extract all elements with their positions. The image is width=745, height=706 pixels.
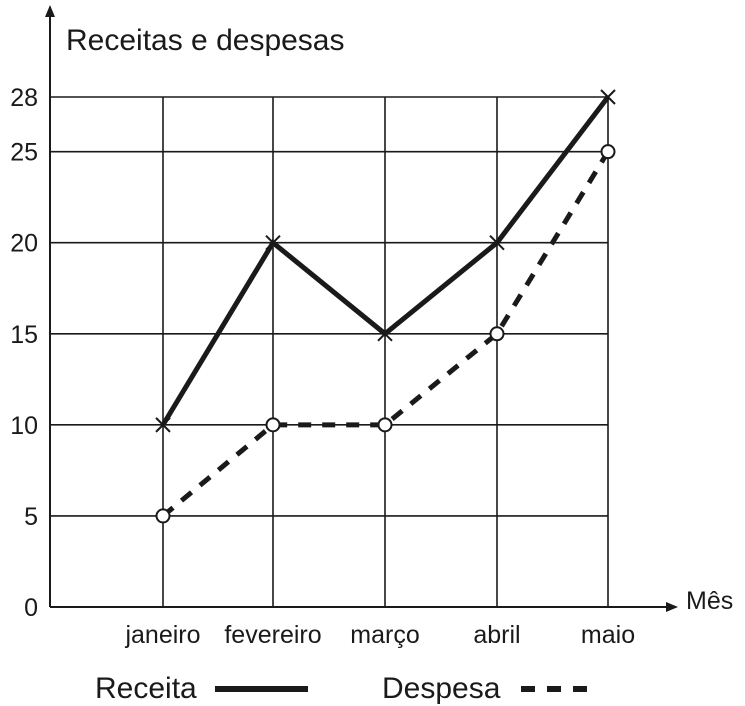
x-tick-label: maio (581, 621, 635, 649)
data-point-despesa (377, 417, 393, 433)
y-tick-label: 10 (10, 412, 38, 440)
data-point-receita (600, 89, 616, 105)
y-tick-label: 5 (24, 503, 38, 531)
data-point-despesa (489, 326, 505, 342)
marker-stroke (489, 235, 505, 251)
y-axis-arrow (45, 5, 55, 17)
data-point-despesa (265, 417, 281, 433)
data-point-receita (489, 235, 505, 251)
x-axis-label: Mês (686, 587, 733, 615)
data-point-receita (155, 417, 171, 433)
marker-stroke (155, 417, 171, 433)
legend-label-despesa: Despesa (382, 672, 501, 705)
labels: Receitas e despesas Mês 0 5 10 15 20 25 28 jane… (10, 24, 733, 649)
data-point-despesa (600, 144, 616, 160)
marker-stroke (377, 326, 393, 342)
x-tick-label: abril (473, 621, 520, 649)
y-tick-label: 25 (10, 139, 38, 167)
grid (50, 96, 609, 607)
chart-title: Receitas e despesas (66, 24, 345, 57)
y-tick-label: 0 (24, 594, 38, 622)
axes (45, 5, 678, 612)
legend-label-receita: Receita (95, 672, 197, 705)
data-point-receita (265, 235, 281, 251)
marker-stroke (265, 235, 281, 251)
x-tick-label: março (350, 621, 419, 649)
data-point-receita (377, 326, 393, 342)
y-tick-label: 28 (10, 84, 38, 112)
y-tick-label: 20 (10, 230, 38, 258)
x-tick-label: fevereiro (224, 621, 321, 649)
x-tick-label: janeiro (124, 621, 200, 649)
y-tick-label: 15 (10, 321, 38, 349)
marker-stroke (600, 89, 616, 105)
x-axis-arrow (666, 602, 678, 612)
legend: Receita Despesa (95, 672, 598, 705)
data-point-despesa (155, 508, 171, 524)
series-lines (155, 89, 616, 524)
